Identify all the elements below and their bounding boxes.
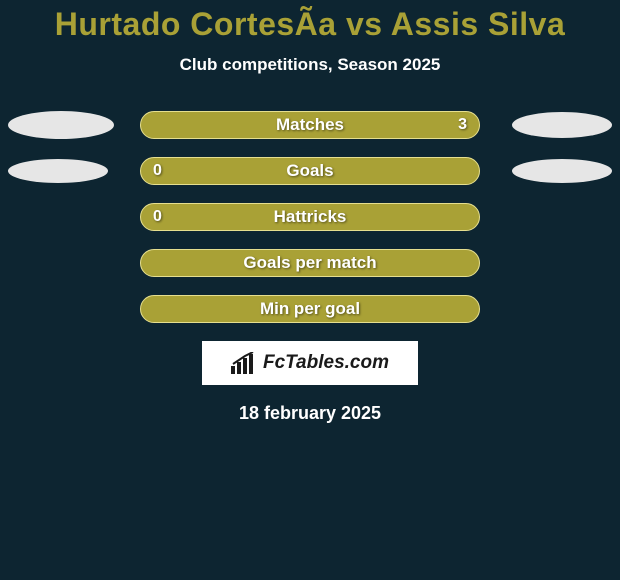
page-title: Hurtado CortesÃ­a vs Assis Silva [0,6,620,43]
stat-bar: 0Goals [140,157,480,185]
player-left-ellipse [8,111,114,139]
brand-chart-icon [231,352,257,374]
date-text: 18 february 2025 [0,403,620,424]
brand-text: FcTables.com [263,352,389,374]
stat-row: 3Matches [0,111,620,139]
stat-bar: Goals per match [140,249,480,277]
stat-label: Hattricks [141,204,479,230]
player-left-ellipse [8,159,108,183]
stat-label: Goals [141,158,479,184]
stat-value-left: 0 [141,204,174,230]
player-right-ellipse [512,159,612,183]
brand-badge: FcTables.com [202,341,418,385]
stat-bar: 3Matches [140,111,480,139]
stat-label: Min per goal [141,296,479,322]
stat-row: Min per goal [0,295,620,323]
stat-value-left: 0 [141,158,174,184]
stat-bar: 0Hattricks [140,203,480,231]
stat-label: Matches [141,112,479,138]
player-right-ellipse [512,112,612,138]
stat-row: 0Hattricks [0,203,620,231]
stat-row: 0Goals [0,157,620,185]
stat-value-right: 3 [446,112,479,138]
subtitle: Club competitions, Season 2025 [0,55,620,75]
stat-label: Goals per match [141,250,479,276]
stat-row: Goals per match [0,249,620,277]
stat-bar: Min per goal [140,295,480,323]
comparison-card: Hurtado CortesÃ­a vs Assis Silva Club co… [0,0,620,424]
stat-rows: 3Matches0Goals0HattricksGoals per matchM… [0,111,620,323]
